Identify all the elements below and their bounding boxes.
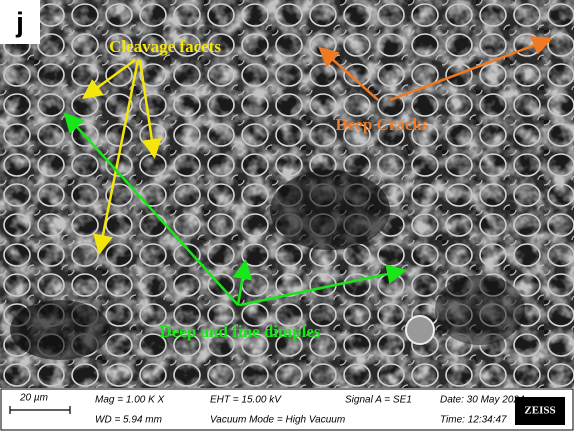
info-text: Mag = 1.00 K X bbox=[95, 395, 165, 406]
annotation: Cleavage facets bbox=[109, 37, 221, 56]
sem-figure: j Cleavage facets Deep Cracks Deep and f… bbox=[0, 0, 574, 431]
info-bar: 20 µm Mag = 1.00 K X WD = 5.94 mm EHT = … bbox=[1, 389, 573, 430]
panel-label: j bbox=[15, 6, 24, 37]
info-text: EHT = 15.00 kV bbox=[210, 395, 282, 406]
info-text: Signal A = SE1 bbox=[345, 395, 412, 406]
brand: ZEISS bbox=[524, 405, 555, 417]
info-text: Time: 12:34:47 bbox=[440, 415, 507, 426]
info-text: WD = 5.94 mm bbox=[95, 415, 162, 426]
info-text: Date: 30 May 2024 bbox=[440, 395, 525, 406]
annotation: Deep and fine dimples bbox=[159, 322, 320, 341]
annotation: Deep Cracks bbox=[335, 115, 428, 134]
page: {"panel_label": "j", "annotations": {"cl… bbox=[0, 0, 574, 431]
scale-label: 20 µm bbox=[19, 393, 48, 404]
info-text: Vacuum Mode = High Vacuum bbox=[210, 415, 345, 426]
